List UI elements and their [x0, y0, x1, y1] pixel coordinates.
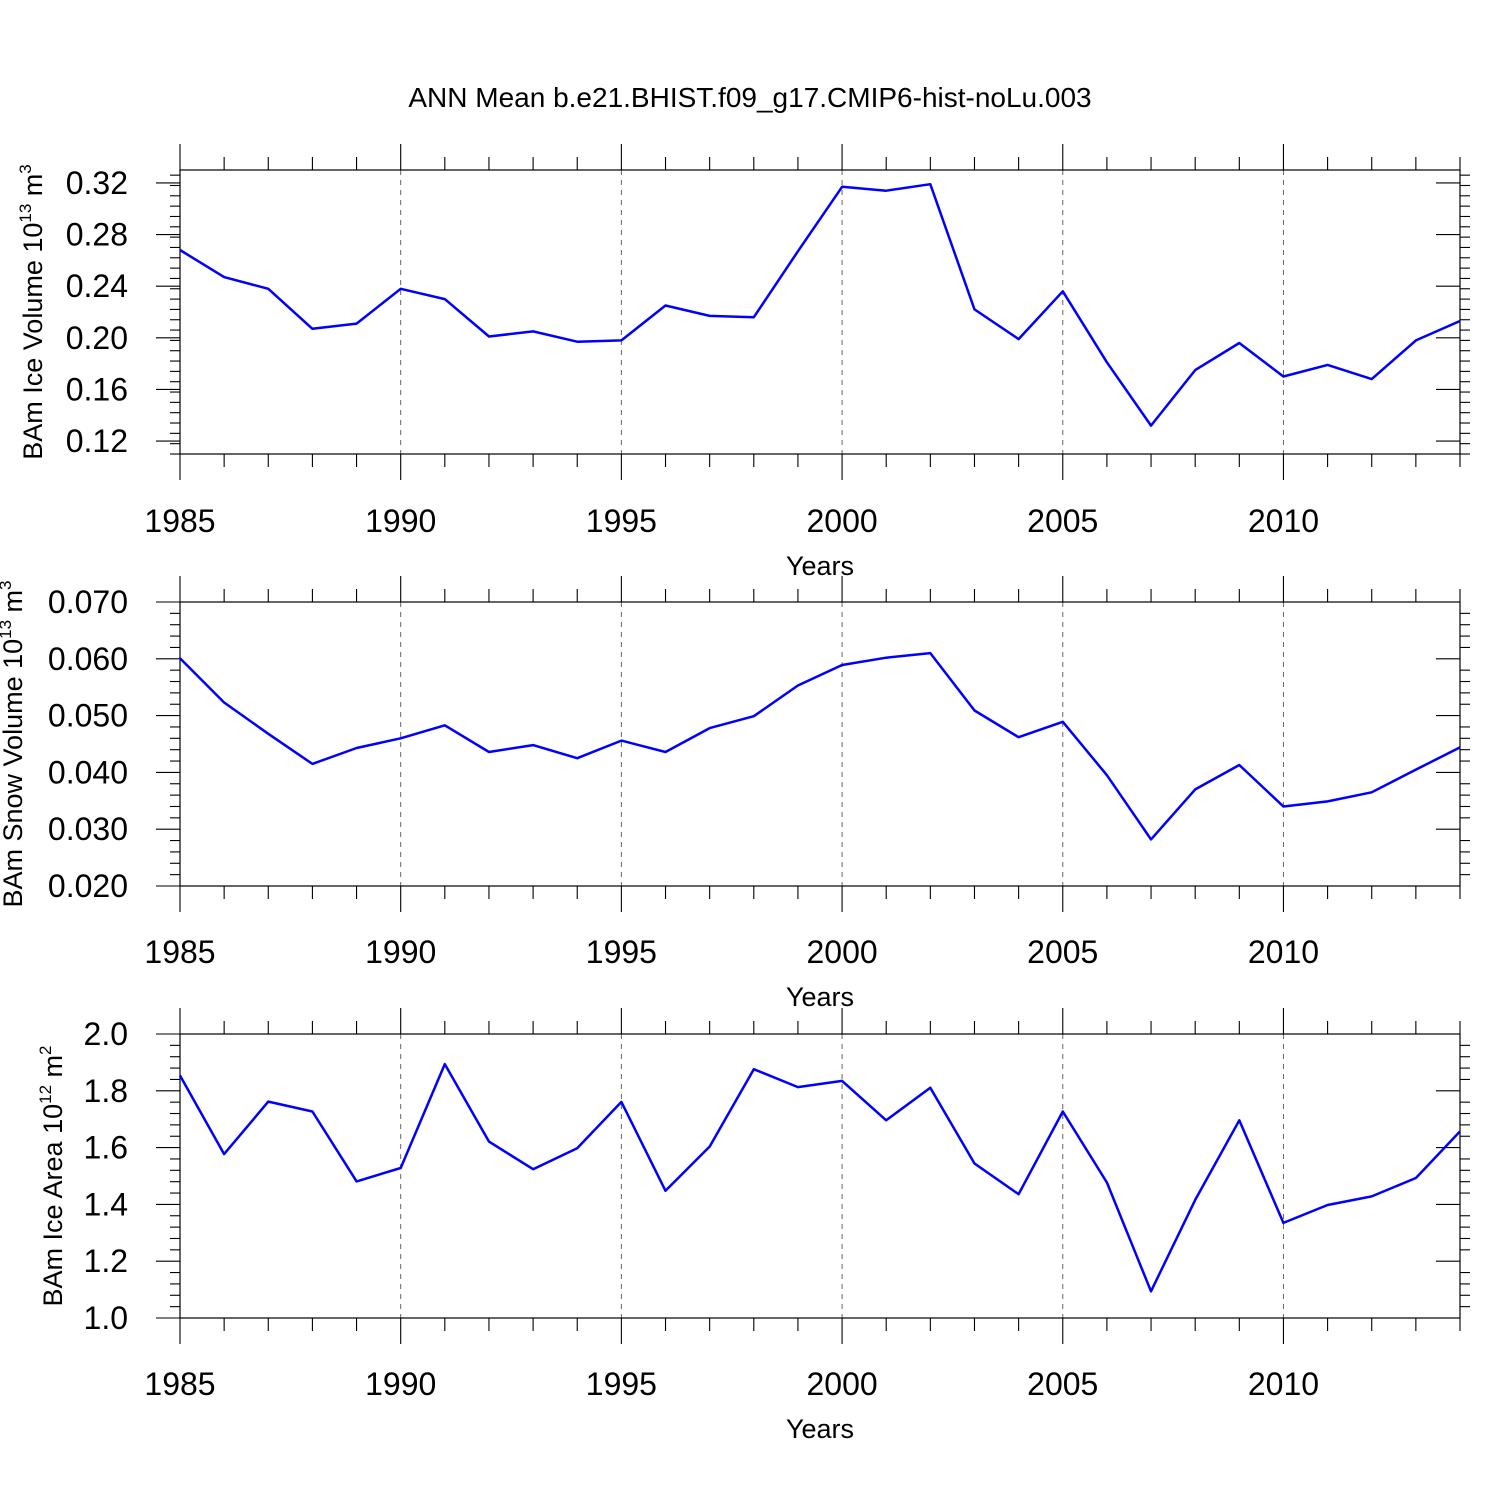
y-tick-label: 1.2 — [84, 1243, 128, 1279]
y-tick-label: 0.020 — [48, 868, 128, 904]
x-tick-label: 2010 — [1248, 503, 1319, 539]
x-tick-label: 1995 — [586, 503, 657, 539]
y-axis-title: BAm Ice Area 1012 m2 — [36, 1046, 68, 1307]
panel-2: 0.020 0.030 0.040 0.050 0.060 0.070 1985 1990 19… — [0, 576, 1470, 1012]
x-tick-label: 1990 — [365, 934, 436, 970]
y-tick-label: 1.0 — [84, 1300, 128, 1336]
x-tick-label: 1985 — [144, 503, 215, 539]
panel-3: 1.0 1.2 1.4 1.6 1.8 2.0 1985 1990 1995 2000 2005 20… — [36, 1008, 1470, 1444]
y-tick-label: 0.32 — [66, 165, 128, 201]
x-tick-label: 1985 — [144, 1366, 215, 1402]
plot-frame — [179, 601, 1461, 887]
y-axis-title: BAm Snow Volume 1013 m3 — [0, 580, 28, 907]
y-tick-label: 0.050 — [48, 698, 128, 734]
y-axis-title: BAm Ice Volume 1013 m3 — [16, 164, 48, 460]
y-tick-label: 0.060 — [48, 641, 128, 677]
x-tick-label: 1995 — [586, 934, 657, 970]
x-axis-title: Years — [786, 982, 854, 1012]
series-line-2-1 — [179, 651, 1461, 841]
x-tick-label: 2005 — [1027, 503, 1098, 539]
x-tick-label: 1990 — [365, 1366, 436, 1402]
figure-title: ANN Mean b.e21.BHIST.f09_g17.CMIP6-hist-… — [408, 82, 1091, 113]
x-tick-label: 2010 — [1248, 934, 1319, 970]
plot-frame — [179, 1033, 1461, 1319]
x-tick-label: 2000 — [806, 503, 877, 539]
y-tick-label: 0.20 — [66, 320, 128, 356]
plot-frame — [179, 169, 1461, 455]
y-tick-label: 0.28 — [66, 217, 128, 253]
y-tick-label: 1.4 — [84, 1186, 128, 1222]
y-tick-label: 1.6 — [84, 1130, 128, 1166]
series-line-3-1 — [178, 1062, 1461, 1293]
x-tick-label: 1985 — [144, 934, 215, 970]
y-tick-label: 0.040 — [48, 754, 128, 790]
x-tick-label: 2005 — [1027, 934, 1098, 970]
y-tick-label: 0.030 — [48, 811, 128, 847]
y-tick-label: 1.8 — [84, 1073, 128, 1109]
x-tick-label: 2000 — [806, 934, 877, 970]
series-line-1-1 — [179, 182, 1461, 427]
x-tick-label: 2010 — [1248, 1366, 1319, 1402]
y-tick-label: 0.070 — [48, 584, 128, 620]
x-tick-label: 1990 — [365, 503, 436, 539]
panel-1: 0.12 0.16 0.20 0.24 0.28 0.32 1985 1990 1995 2000… — [16, 144, 1470, 581]
x-axis-title: Years — [786, 1414, 854, 1444]
y-tick-label: 0.16 — [66, 371, 128, 407]
panels: 0.12 0.16 0.20 0.24 0.28 0.32 1985 1990 1995 2000… — [0, 144, 1470, 1444]
y-tick-label: 0.12 — [66, 423, 128, 459]
y-tick-label: 0.24 — [66, 268, 128, 304]
x-tick-label: 1995 — [586, 1366, 657, 1402]
y-tick-label: 2.0 — [84, 1016, 128, 1052]
x-tick-label: 2000 — [806, 1366, 877, 1402]
x-axis-title: Years — [786, 551, 854, 581]
x-tick-label: 2005 — [1027, 1366, 1098, 1402]
